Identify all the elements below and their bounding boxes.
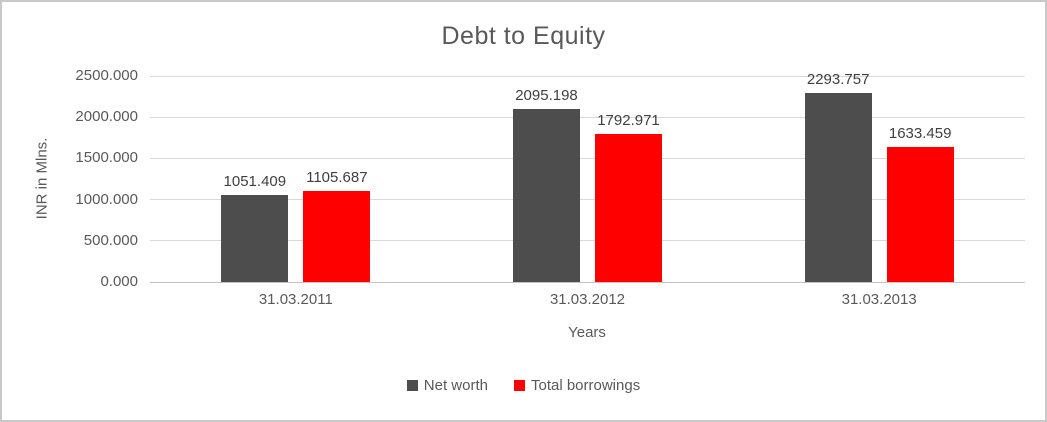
legend-swatch-total-borrowings: [513, 380, 525, 391]
bar-value-label: 2095.198: [515, 87, 578, 105]
y-tick-label: 1000.000: [75, 190, 138, 208]
bar-total-borrowings: [886, 147, 954, 282]
bar-value-label: 2293.757: [806, 70, 870, 88]
bar-value-label: 1105.687: [306, 168, 368, 186]
legend: Net worth Total borrowings: [2, 377, 1045, 394]
y-tick-label: 2000.000: [75, 108, 138, 126]
bar-net-worth: [804, 92, 872, 282]
y-tick-label: 500.000: [83, 231, 138, 249]
x-category-label: 31.03.2012: [549, 291, 626, 308]
chart-title: Debt to Equity: [441, 22, 606, 50]
bar-value-label: 1051.409: [223, 173, 287, 191]
legend-label-total-borrowings: Total borrowings: [530, 377, 641, 394]
x-category-label: 31.03.2013: [841, 291, 917, 308]
gridline: [150, 240, 1025, 242]
bar-total-borrowings: [595, 134, 662, 282]
bar-total-borrowings: [303, 190, 371, 282]
x-axis-title: Years: [568, 324, 606, 341]
gridline: [150, 116, 1025, 118]
x-category-label: 31.03.2011: [258, 291, 333, 308]
y-tick-label: 0.000: [100, 273, 138, 290]
legend-item-net-worth: Net worth: [406, 377, 488, 394]
legend-label-net-worth: Net worth: [423, 377, 488, 394]
plot-area: [150, 75, 1025, 283]
bar-net-worth: [513, 109, 580, 282]
y-tick-label: 2500.000: [75, 67, 138, 84]
bar-value-label: 1792.971: [597, 112, 660, 130]
gridline: [150, 75, 1025, 77]
bar-net-worth: [221, 195, 289, 282]
x-axis-line: [150, 281, 1025, 283]
y-tick-label: 1500.000: [75, 149, 138, 167]
bar-value-label: 1633.459: [888, 125, 952, 143]
legend-swatch-net-worth: [406, 380, 418, 391]
gridline: [150, 199, 1025, 201]
legend-item-total-borrowings: Total borrowings: [513, 377, 641, 394]
gridline: [150, 157, 1025, 159]
